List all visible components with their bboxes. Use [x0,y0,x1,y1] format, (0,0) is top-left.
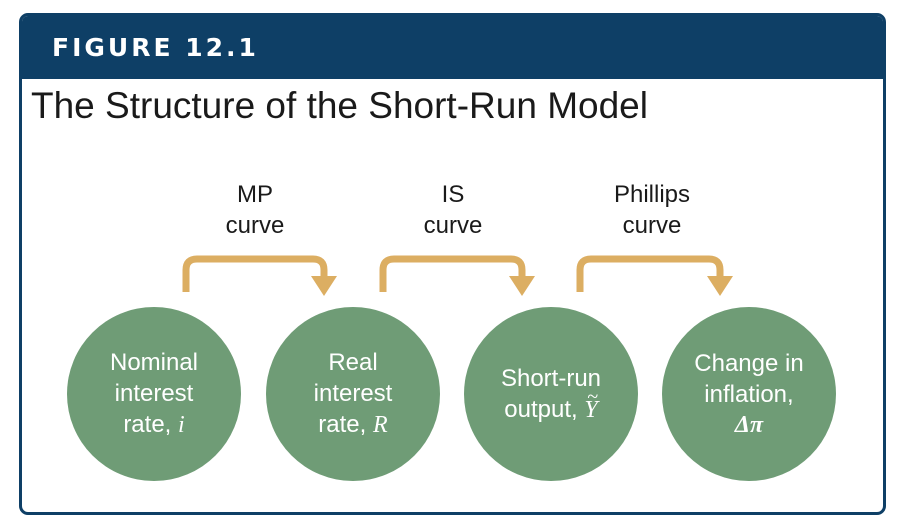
node-1-symbol: i [178,412,185,438]
node-3-accent: ~ [587,385,599,408]
node-3-symbol: Y [584,396,598,423]
node-2-line2: interest [313,380,393,407]
curve-label-phillips-line1: Phillips [613,181,691,208]
node-2-symbol: R [373,412,388,438]
arrow-phillips [576,255,724,292]
node-change-in-inflation: Change in inflation, Δπ [662,307,836,481]
curve-label-mp-line2: curve [225,212,285,239]
diagram-title: The Structure of the Short-Run Model [31,85,648,126]
curve-label-is: IS curve [368,179,538,241]
node-4-line1: Change in [694,349,804,377]
arrow-is [379,255,526,292]
node-4-symbol: Δπ [734,411,764,438]
arrowhead-mp [311,276,337,296]
node-1-line3: rate, [123,411,172,438]
node-4-line2: inflation, [704,380,794,408]
figure-label: FIGURE 12.1 [52,33,259,62]
arrowhead-is [509,276,535,296]
node-real-interest-rate: Real interest rate, R [266,307,440,481]
node-short-run-output: Short-run output, Y ~ [464,307,638,481]
arrow-mp [182,255,328,292]
node-3-line1: Short-run [500,364,602,392]
arrowhead-phillips [707,276,733,296]
node-nominal-interest-rate: Nominal interest rate, i [67,307,241,481]
curve-label-mp-line1: MP [237,181,273,208]
curve-label-phillips: Phillips curve [567,179,737,241]
node-3-line2: output, [504,395,578,423]
figure-header: FIGURE 12.1 [22,16,883,79]
node-1-line2: interest [114,380,194,407]
curve-label-is-line1: IS [441,181,465,208]
curve-label-phillips-line2: curve [622,212,682,239]
node-2-line3: rate, [318,411,367,438]
curve-label-is-line2: curve [423,212,483,239]
curve-label-mp: MP curve [170,179,340,241]
node-2-line1: Real [328,349,378,376]
node-1-line1: Nominal [109,349,199,376]
